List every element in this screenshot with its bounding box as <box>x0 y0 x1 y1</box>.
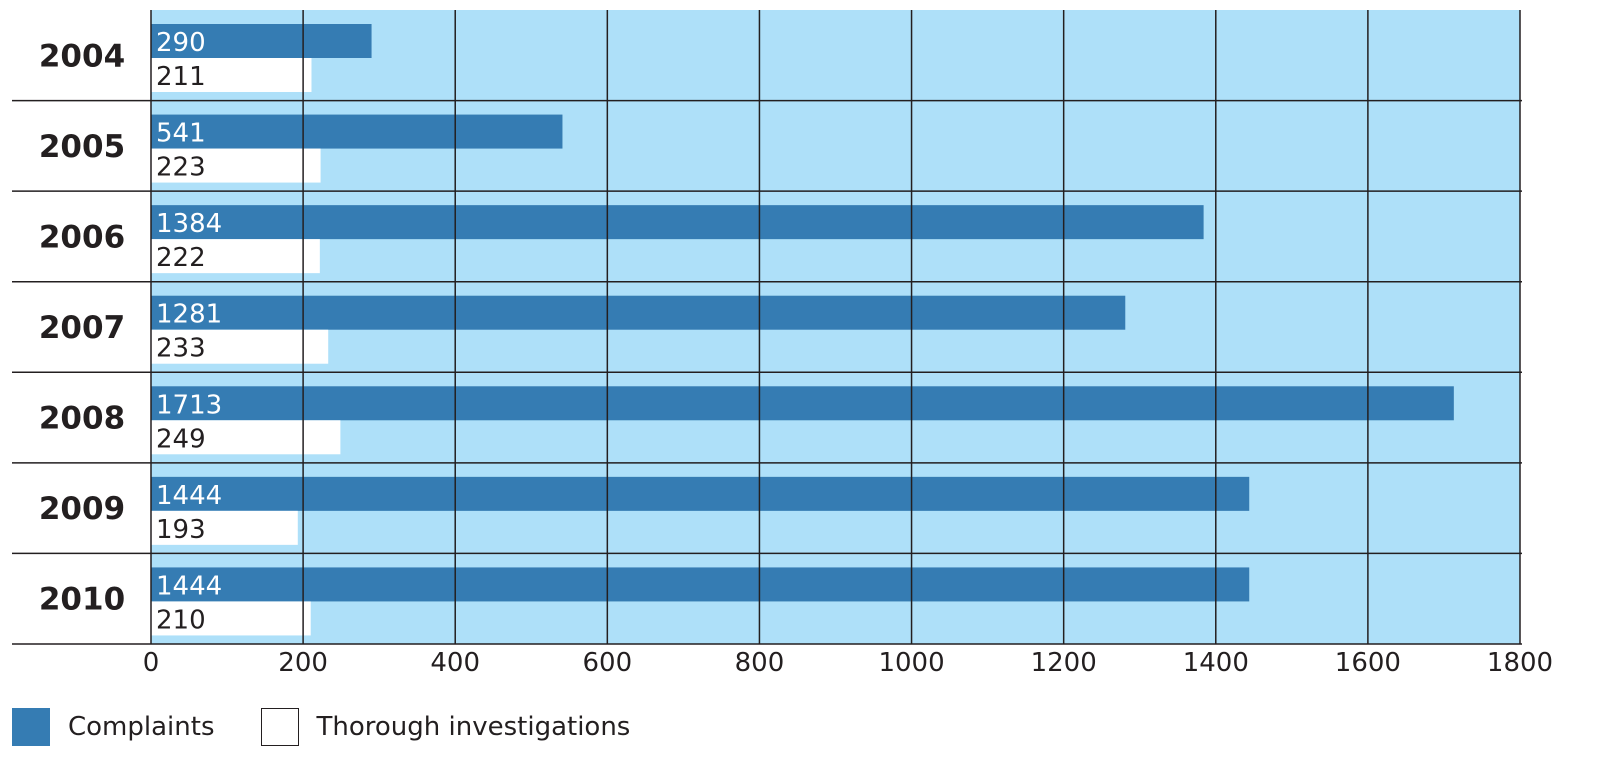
legend-item-thorough-investigations: Thorough investigations <box>260 708 631 746</box>
x-tick-label-1800: 1800 <box>1487 648 1553 678</box>
bar-thorough-investigations-2007 <box>151 329 329 364</box>
x-tick-label-1600: 1600 <box>1335 648 1401 678</box>
x-tick-label-1000: 1000 <box>878 648 944 678</box>
bar-complaints-2005 <box>151 114 563 149</box>
bar-complaints-2009 <box>151 476 1250 511</box>
data-label-complaints-2005: 541 <box>156 119 206 149</box>
data-label-thorough-investigations-2010: 210 <box>156 605 206 635</box>
legend-label-thorough-investigations: Thorough investigations <box>316 712 631 742</box>
x-tick-label-200: 200 <box>278 648 328 678</box>
category-label-2006: 2006 <box>39 219 125 255</box>
legend: Complaints Thorough investigations <box>12 707 676 747</box>
data-label-complaints-2007: 1281 <box>156 300 222 330</box>
data-label-complaints-2006: 1384 <box>156 209 222 239</box>
data-label-thorough-investigations-2007: 233 <box>156 334 206 364</box>
data-label-thorough-investigations-2005: 223 <box>156 153 206 183</box>
x-tick-label-400: 400 <box>430 648 480 678</box>
data-label-thorough-investigations-2009: 193 <box>156 515 206 545</box>
category-label-2005: 2005 <box>39 129 125 165</box>
legend-swatch-complaints <box>12 708 50 746</box>
data-label-complaints-2004: 290 <box>156 28 206 58</box>
category-label-2009: 2009 <box>39 491 125 527</box>
x-tick-label-0: 0 <box>143 648 160 678</box>
category-label-2008: 2008 <box>39 401 125 437</box>
bar-complaints-2010 <box>151 567 1250 602</box>
legend-item-complaints: Complaints <box>12 708 215 746</box>
data-label-complaints-2008: 1713 <box>156 390 222 420</box>
bar-thorough-investigations-2004 <box>151 58 312 92</box>
data-label-complaints-2010: 1444 <box>156 571 222 601</box>
bar-complaints-2007 <box>151 295 1126 330</box>
data-label-thorough-investigations-2008: 249 <box>156 424 206 454</box>
bar-thorough-investigations-2005 <box>151 148 321 183</box>
x-tick-label-800: 800 <box>735 648 785 678</box>
legend-swatch-thorough-investigations <box>260 708 299 746</box>
bar-thorough-investigations-2009 <box>151 510 298 545</box>
x-tick-label-600: 600 <box>583 648 633 678</box>
bar-complaints-2006 <box>151 205 1204 240</box>
bar-complaints-2008 <box>151 386 1454 421</box>
x-tick-label-1400: 1400 <box>1183 648 1249 678</box>
data-label-complaints-2009: 1444 <box>156 481 222 511</box>
bar-thorough-investigations-2006 <box>151 239 320 274</box>
bar-thorough-investigations-2010 <box>151 601 311 636</box>
x-tick-label-1200: 1200 <box>1031 648 1097 678</box>
bar-thorough-investigations-2008 <box>151 420 341 455</box>
bar-complaints-2004 <box>151 24 372 58</box>
category-label-2007: 2007 <box>39 310 125 346</box>
data-label-thorough-investigations-2004: 211 <box>156 62 206 92</box>
legend-label-complaints: Complaints <box>68 712 215 742</box>
category-label-2010: 2010 <box>39 582 125 618</box>
bar-chart: 290 211 2004 541 223 2005 1384 222 2006 1281 233 20… <box>12 10 1553 678</box>
category-label-2004: 2004 <box>39 38 125 74</box>
data-label-thorough-investigations-2006: 222 <box>156 243 206 273</box>
